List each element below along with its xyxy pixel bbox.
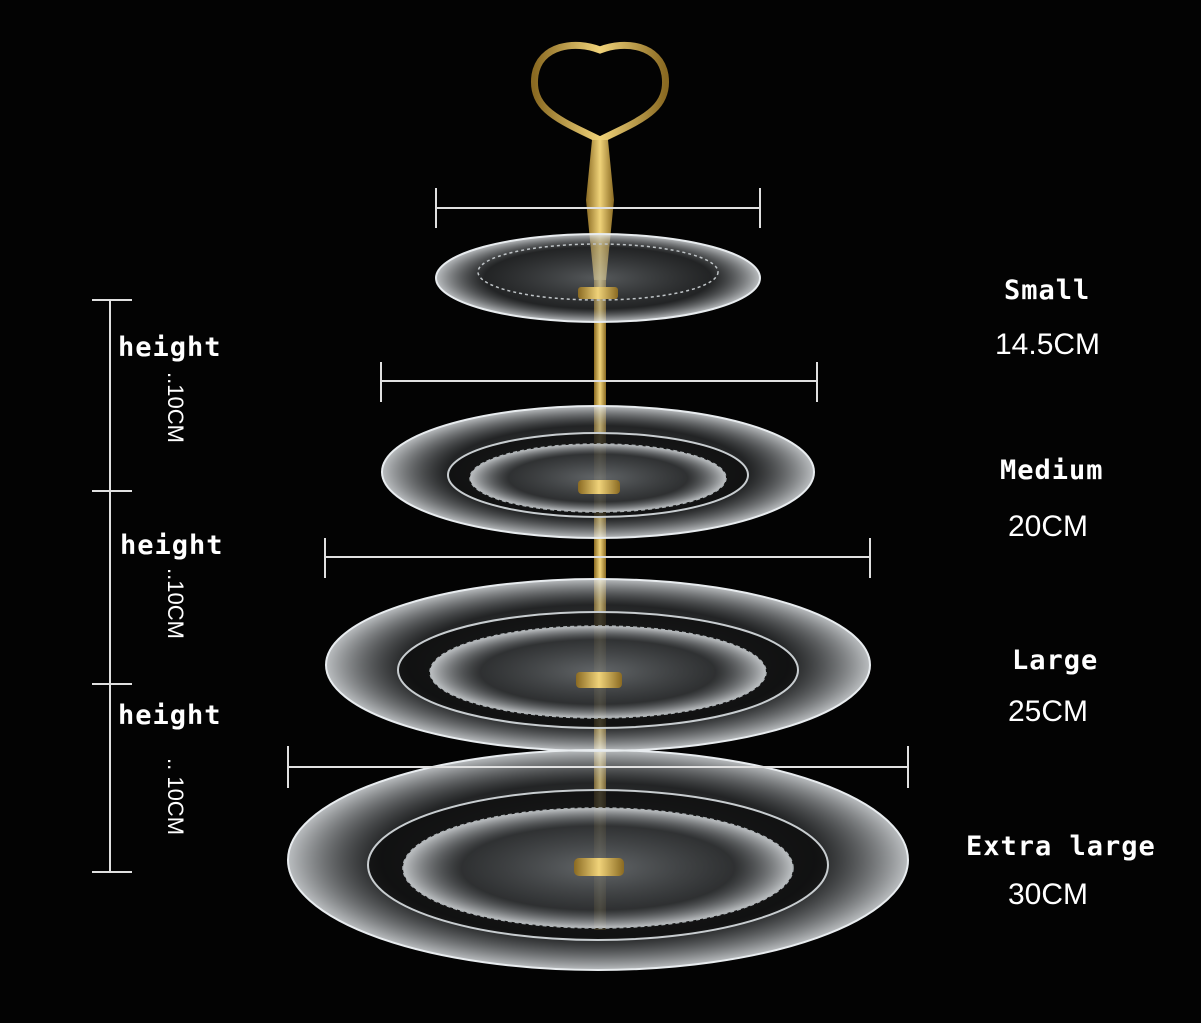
height-label-1: height (118, 332, 222, 363)
diameter-lines (287, 188, 909, 788)
height-value-2: ..10CM (163, 568, 188, 639)
plate-medium (381, 405, 815, 539)
tier-name-large: Large (1012, 645, 1099, 676)
tier-size-extra-large: 30CM (1008, 878, 1089, 911)
height-value-3: .. 10CM (163, 758, 188, 836)
plate-small (435, 233, 761, 323)
tier-name-extra-large: Extra large (966, 831, 1156, 862)
height-bracket (92, 299, 132, 873)
tier-size-medium: 20CM (1008, 510, 1089, 543)
gold-handle-icon (530, 41, 670, 144)
plate-large (325, 578, 871, 752)
plate-extra-large (287, 749, 909, 971)
tier-size-small: 14.5CM (995, 328, 1101, 361)
height-label-2: height (120, 530, 224, 561)
tier-name-small: Small (1004, 275, 1091, 306)
height-value-1: ..10CM (163, 372, 188, 443)
tier-name-medium: Medium (1000, 455, 1104, 486)
tier-size-large: 25CM (1008, 695, 1089, 728)
height-label-3: height (118, 700, 222, 731)
